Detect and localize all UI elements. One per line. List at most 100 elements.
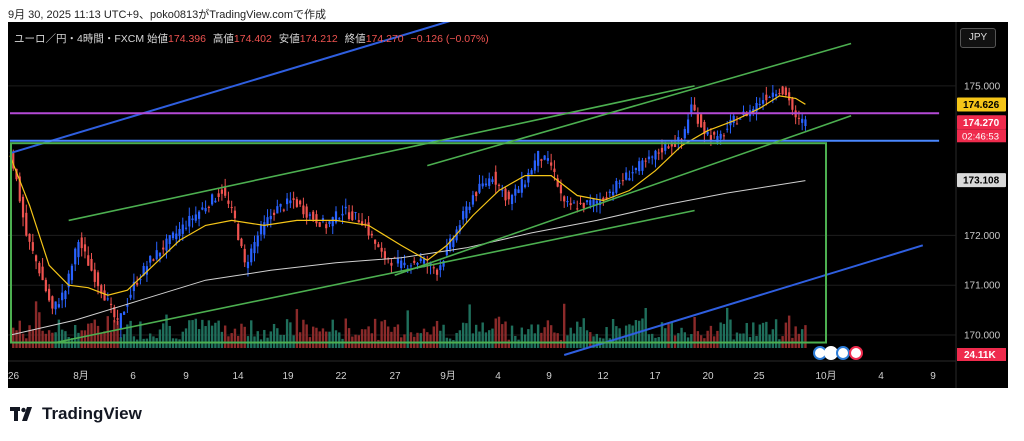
chart-caption: 9月 30, 2025 11:13 UTC+9、poko0813がTrading… <box>8 9 327 21</box>
candle <box>266 217 269 226</box>
volume-bar <box>44 333 48 348</box>
last-price-badge-bg <box>957 115 1006 130</box>
volume-bar <box>481 322 484 348</box>
volume-bar <box>64 331 67 348</box>
price-tick-label: 170.000 <box>964 331 1001 342</box>
time-tick-label: 25 <box>753 371 765 382</box>
candle <box>181 224 184 234</box>
candle <box>70 265 74 281</box>
candle <box>435 269 439 275</box>
volume-bar <box>57 319 61 348</box>
volume-bar <box>553 332 556 348</box>
currency-button[interactable]: JPY <box>960 28 996 48</box>
candle <box>126 304 129 307</box>
candle <box>595 200 598 204</box>
volume-bar <box>165 314 168 348</box>
chart-frame[interactable]: 175.000 172.000 171.000 170.000 174.626 174.2… <box>8 22 1008 388</box>
candle <box>683 129 686 139</box>
price-chart[interactable]: 175.000 172.000 171.000 170.000 174.626 174.2… <box>8 22 1008 388</box>
volume-bar <box>380 321 383 348</box>
close-label: 終値 <box>344 33 366 45</box>
candle <box>605 197 608 200</box>
volume-bar <box>263 329 266 348</box>
volume-bar <box>644 307 647 348</box>
candle <box>530 170 533 175</box>
volume-bar <box>546 320 550 348</box>
candle <box>351 211 354 221</box>
candle <box>497 184 501 186</box>
volume-bar <box>647 334 651 348</box>
volume-bar <box>360 329 364 348</box>
volume-bar <box>527 329 530 348</box>
candle <box>752 109 755 113</box>
candle <box>589 200 592 206</box>
candle <box>269 215 272 220</box>
volume-badge: 24.11K <box>964 350 996 361</box>
volume-bar <box>465 323 468 348</box>
volume-bar <box>556 333 559 348</box>
volume-bar <box>116 320 119 348</box>
volume-bar <box>279 334 282 348</box>
candle <box>171 232 175 239</box>
candle <box>569 203 572 206</box>
volume-bar <box>289 322 292 348</box>
volume-bar <box>569 327 572 348</box>
candle <box>328 221 331 224</box>
volume-bar <box>364 329 367 348</box>
volume-bar <box>680 327 683 348</box>
volume-bar <box>321 328 325 348</box>
candle <box>315 214 318 224</box>
volume-bar <box>302 319 305 348</box>
candle <box>400 260 403 269</box>
volume-bar <box>585 330 589 348</box>
volume-bar <box>377 339 380 348</box>
candle <box>765 94 768 101</box>
volume-bar <box>12 327 15 348</box>
volume-bar <box>31 329 35 348</box>
volume-badge-bg <box>957 348 1006 361</box>
tradingview-brand[interactable]: TradingView <box>10 403 142 425</box>
volume-bar <box>139 321 142 348</box>
time-tick-label: 19 <box>282 371 294 382</box>
open-value: 174.396 <box>168 33 206 45</box>
time-tick-label: 20 <box>702 371 714 382</box>
volume-bar <box>771 329 775 348</box>
open-label: 始値 <box>147 33 169 45</box>
volume-bar <box>197 329 201 348</box>
volume-bar <box>468 304 471 348</box>
volume-bar <box>51 332 54 348</box>
candle <box>647 156 651 160</box>
candle <box>618 182 621 184</box>
volume-bar <box>393 326 396 348</box>
time-tick-label: 8月 <box>73 370 89 382</box>
volume-bar <box>576 321 579 348</box>
candle <box>471 195 475 205</box>
lower-blue-trendline <box>563 244 924 356</box>
candle <box>136 283 139 285</box>
candle <box>706 131 709 135</box>
volume-bar <box>520 327 524 348</box>
candle <box>602 197 605 201</box>
candle <box>804 119 807 127</box>
volume-bar <box>311 326 315 348</box>
candle <box>354 211 357 213</box>
time-tick-label: 9 <box>183 371 189 382</box>
countdown-label: 02:46:53 <box>962 131 999 142</box>
time-tick-label: 10月 <box>815 370 836 382</box>
candle <box>533 160 536 171</box>
volume-bar <box>386 326 390 348</box>
volume-bar <box>201 319 204 348</box>
volume-bar <box>765 321 768 348</box>
candle <box>100 285 103 294</box>
candle <box>422 258 426 264</box>
candle <box>501 189 504 191</box>
volume-bar <box>690 334 693 348</box>
symbol-name[interactable]: ユーロ／円・4時間・FXCM <box>14 33 145 45</box>
volume-bar <box>784 322 788 348</box>
candle <box>237 223 240 241</box>
candle <box>54 301 57 310</box>
candle <box>507 191 510 200</box>
green-channel-bottom-1 <box>55 209 695 344</box>
candle <box>478 183 481 193</box>
candle <box>211 194 214 205</box>
